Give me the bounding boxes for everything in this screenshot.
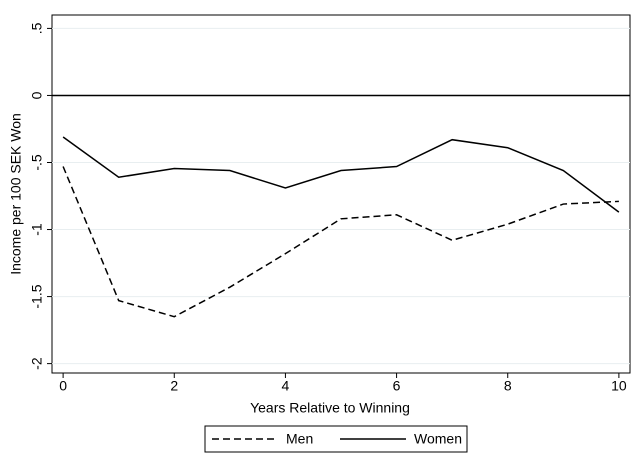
line-series [62,166,619,318]
x-tick-label: 2 [170,378,178,394]
line-series [62,136,620,213]
y-tick-label: -1 [29,223,45,236]
y-axis-title: Income per 100 SEK Won [8,113,24,275]
y-tick-label: .5 [29,22,45,34]
x-axis-title: Years Relative to Winning [250,400,410,416]
x-tick-label: 6 [393,378,401,394]
plot-frame [51,14,631,374]
legend-label: Men [286,431,313,447]
x-tick-label: 8 [504,378,512,394]
y-tick-label: -.5 [29,154,45,171]
x-tick-label: 10 [611,378,627,394]
y-tick-label: 0 [29,91,45,99]
legend-label: Women [414,431,462,447]
x-tick-label: 4 [282,378,290,394]
y-tick-label: -1.5 [29,284,45,308]
y-tick-label: -2 [29,357,45,370]
x-tick-label: 0 [59,378,67,394]
